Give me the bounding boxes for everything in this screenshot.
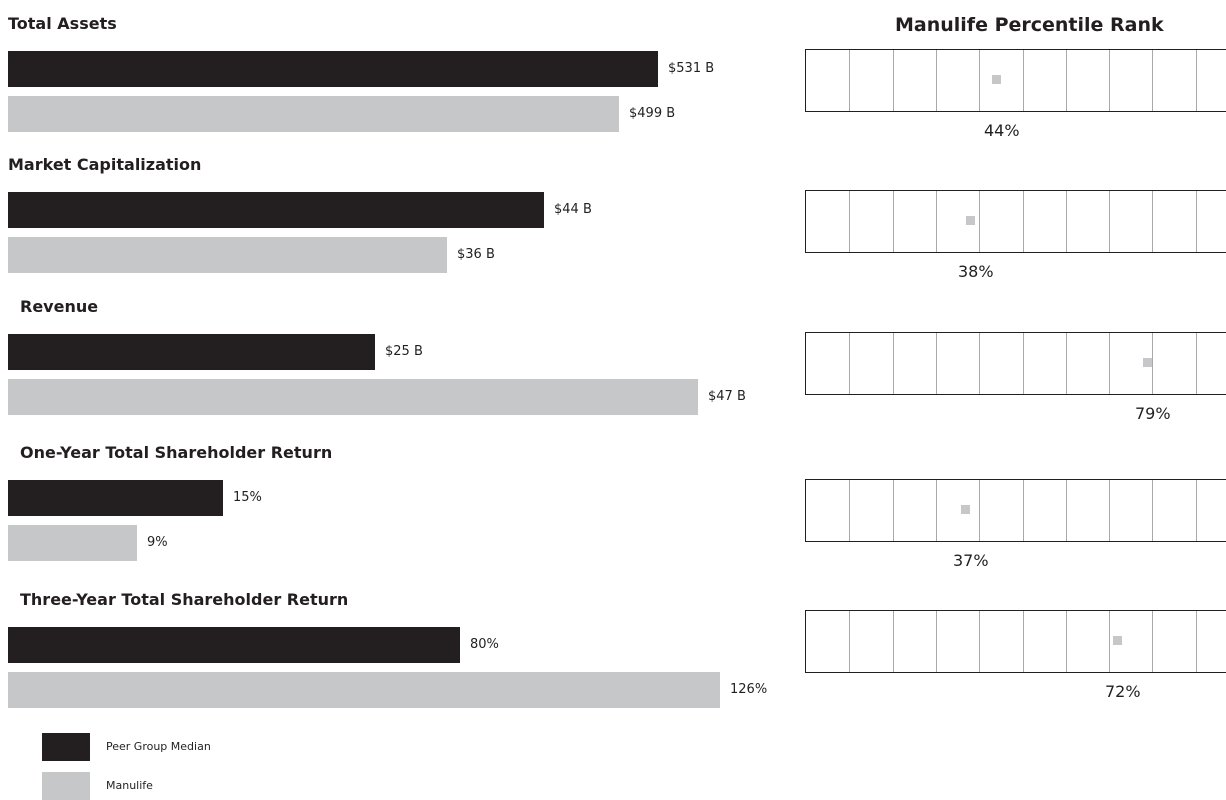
percentile-marker — [992, 75, 1001, 84]
bar-manulife — [8, 237, 447, 273]
decile-divider — [979, 50, 980, 111]
decile-divider — [1066, 611, 1067, 672]
percentile-rank-box — [805, 610, 1226, 673]
decile-divider — [849, 333, 850, 394]
legend-label-manulife: Manulife — [106, 779, 153, 792]
decile-divider — [1196, 480, 1197, 541]
decile-divider — [1066, 333, 1067, 394]
decile-divider — [936, 50, 937, 111]
value-label-manulife: $36 B — [457, 247, 495, 262]
decile-divider — [979, 480, 980, 541]
decile-divider — [979, 333, 980, 394]
bar-peer-group-median — [8, 192, 544, 228]
bar-peer-group-median — [8, 334, 375, 370]
decile-divider — [849, 191, 850, 252]
bar-peer-group-median — [8, 627, 460, 663]
percentile-marker — [961, 505, 970, 514]
value-label-manulife: $47 B — [708, 389, 746, 404]
decile-divider — [1196, 191, 1197, 252]
decile-divider — [1066, 191, 1067, 252]
decile-divider — [1152, 611, 1153, 672]
decile-divider — [979, 611, 980, 672]
decile-divider — [1152, 191, 1153, 252]
value-label-manulife: $499 B — [629, 106, 676, 121]
value-label-peer: $25 B — [385, 344, 423, 359]
bar-manulife — [8, 379, 698, 415]
decile-divider — [1023, 50, 1024, 111]
decile-divider — [1023, 191, 1024, 252]
percentile-rank-box — [805, 479, 1226, 542]
decile-divider — [1109, 333, 1110, 394]
decile-divider — [1066, 480, 1067, 541]
decile-divider — [1152, 333, 1153, 394]
value-label-manulife: 126% — [730, 682, 768, 697]
percentile-marker — [1113, 636, 1122, 645]
percentile-value: 44% — [984, 121, 1020, 140]
percentile-value: 72% — [1105, 682, 1141, 701]
value-label-peer: $44 B — [554, 202, 592, 217]
decile-divider — [849, 611, 850, 672]
decile-divider — [1023, 480, 1024, 541]
bar-manulife — [8, 525, 137, 561]
decile-divider — [1196, 50, 1197, 111]
percentile-marker — [1143, 358, 1152, 367]
decile-divider — [893, 333, 894, 394]
decile-divider — [1023, 611, 1024, 672]
decile-divider — [936, 611, 937, 672]
bar-peer-group-median — [8, 51, 658, 87]
decile-divider — [893, 191, 894, 252]
bar-peer-group-median — [8, 480, 223, 516]
decile-divider — [1023, 333, 1024, 394]
legend-label-peer: Peer Group Median — [106, 740, 211, 753]
value-label-peer: 80% — [470, 637, 499, 652]
percentile-value: 79% — [1135, 404, 1171, 423]
decile-divider — [893, 480, 894, 541]
bar-manulife — [8, 96, 619, 132]
legend-swatch-manulife — [42, 772, 90, 800]
bar-manulife — [8, 672, 720, 708]
decile-divider — [893, 611, 894, 672]
decile-divider — [1152, 480, 1153, 541]
decile-divider — [849, 50, 850, 111]
decile-divider — [1066, 50, 1067, 111]
value-label-peer: 15% — [233, 490, 262, 505]
decile-divider — [936, 480, 937, 541]
percentile-rank-box — [805, 332, 1226, 395]
decile-divider — [849, 480, 850, 541]
decile-divider — [893, 50, 894, 111]
metric-title: Total Assets — [8, 14, 117, 33]
metric-title: Three-Year Total Shareholder Return — [20, 590, 349, 609]
decile-divider — [1109, 480, 1110, 541]
percentile-marker — [966, 216, 975, 225]
legend-swatch-peer — [42, 733, 90, 761]
percentile-rank-box — [805, 49, 1226, 112]
metric-title: Revenue — [20, 297, 99, 316]
metric-title: One-Year Total Shareholder Return — [20, 443, 333, 462]
decile-divider — [1109, 191, 1110, 252]
decile-divider — [1109, 611, 1110, 672]
value-label-peer: $531 B — [668, 61, 715, 76]
percentile-value: 37% — [953, 551, 989, 570]
decile-divider — [1196, 611, 1197, 672]
metric-title: Market Capitalization — [8, 155, 202, 174]
decile-divider — [1152, 50, 1153, 111]
percentile-rank-title: Manulife Percentile Rank — [895, 14, 1164, 36]
decile-divider — [1196, 333, 1197, 394]
decile-divider — [979, 191, 980, 252]
decile-divider — [936, 333, 937, 394]
decile-divider — [936, 191, 937, 252]
percentile-rank-box — [805, 190, 1226, 253]
percentile-value: 38% — [958, 262, 994, 281]
value-label-manulife: 9% — [147, 535, 168, 550]
decile-divider — [1109, 50, 1110, 111]
